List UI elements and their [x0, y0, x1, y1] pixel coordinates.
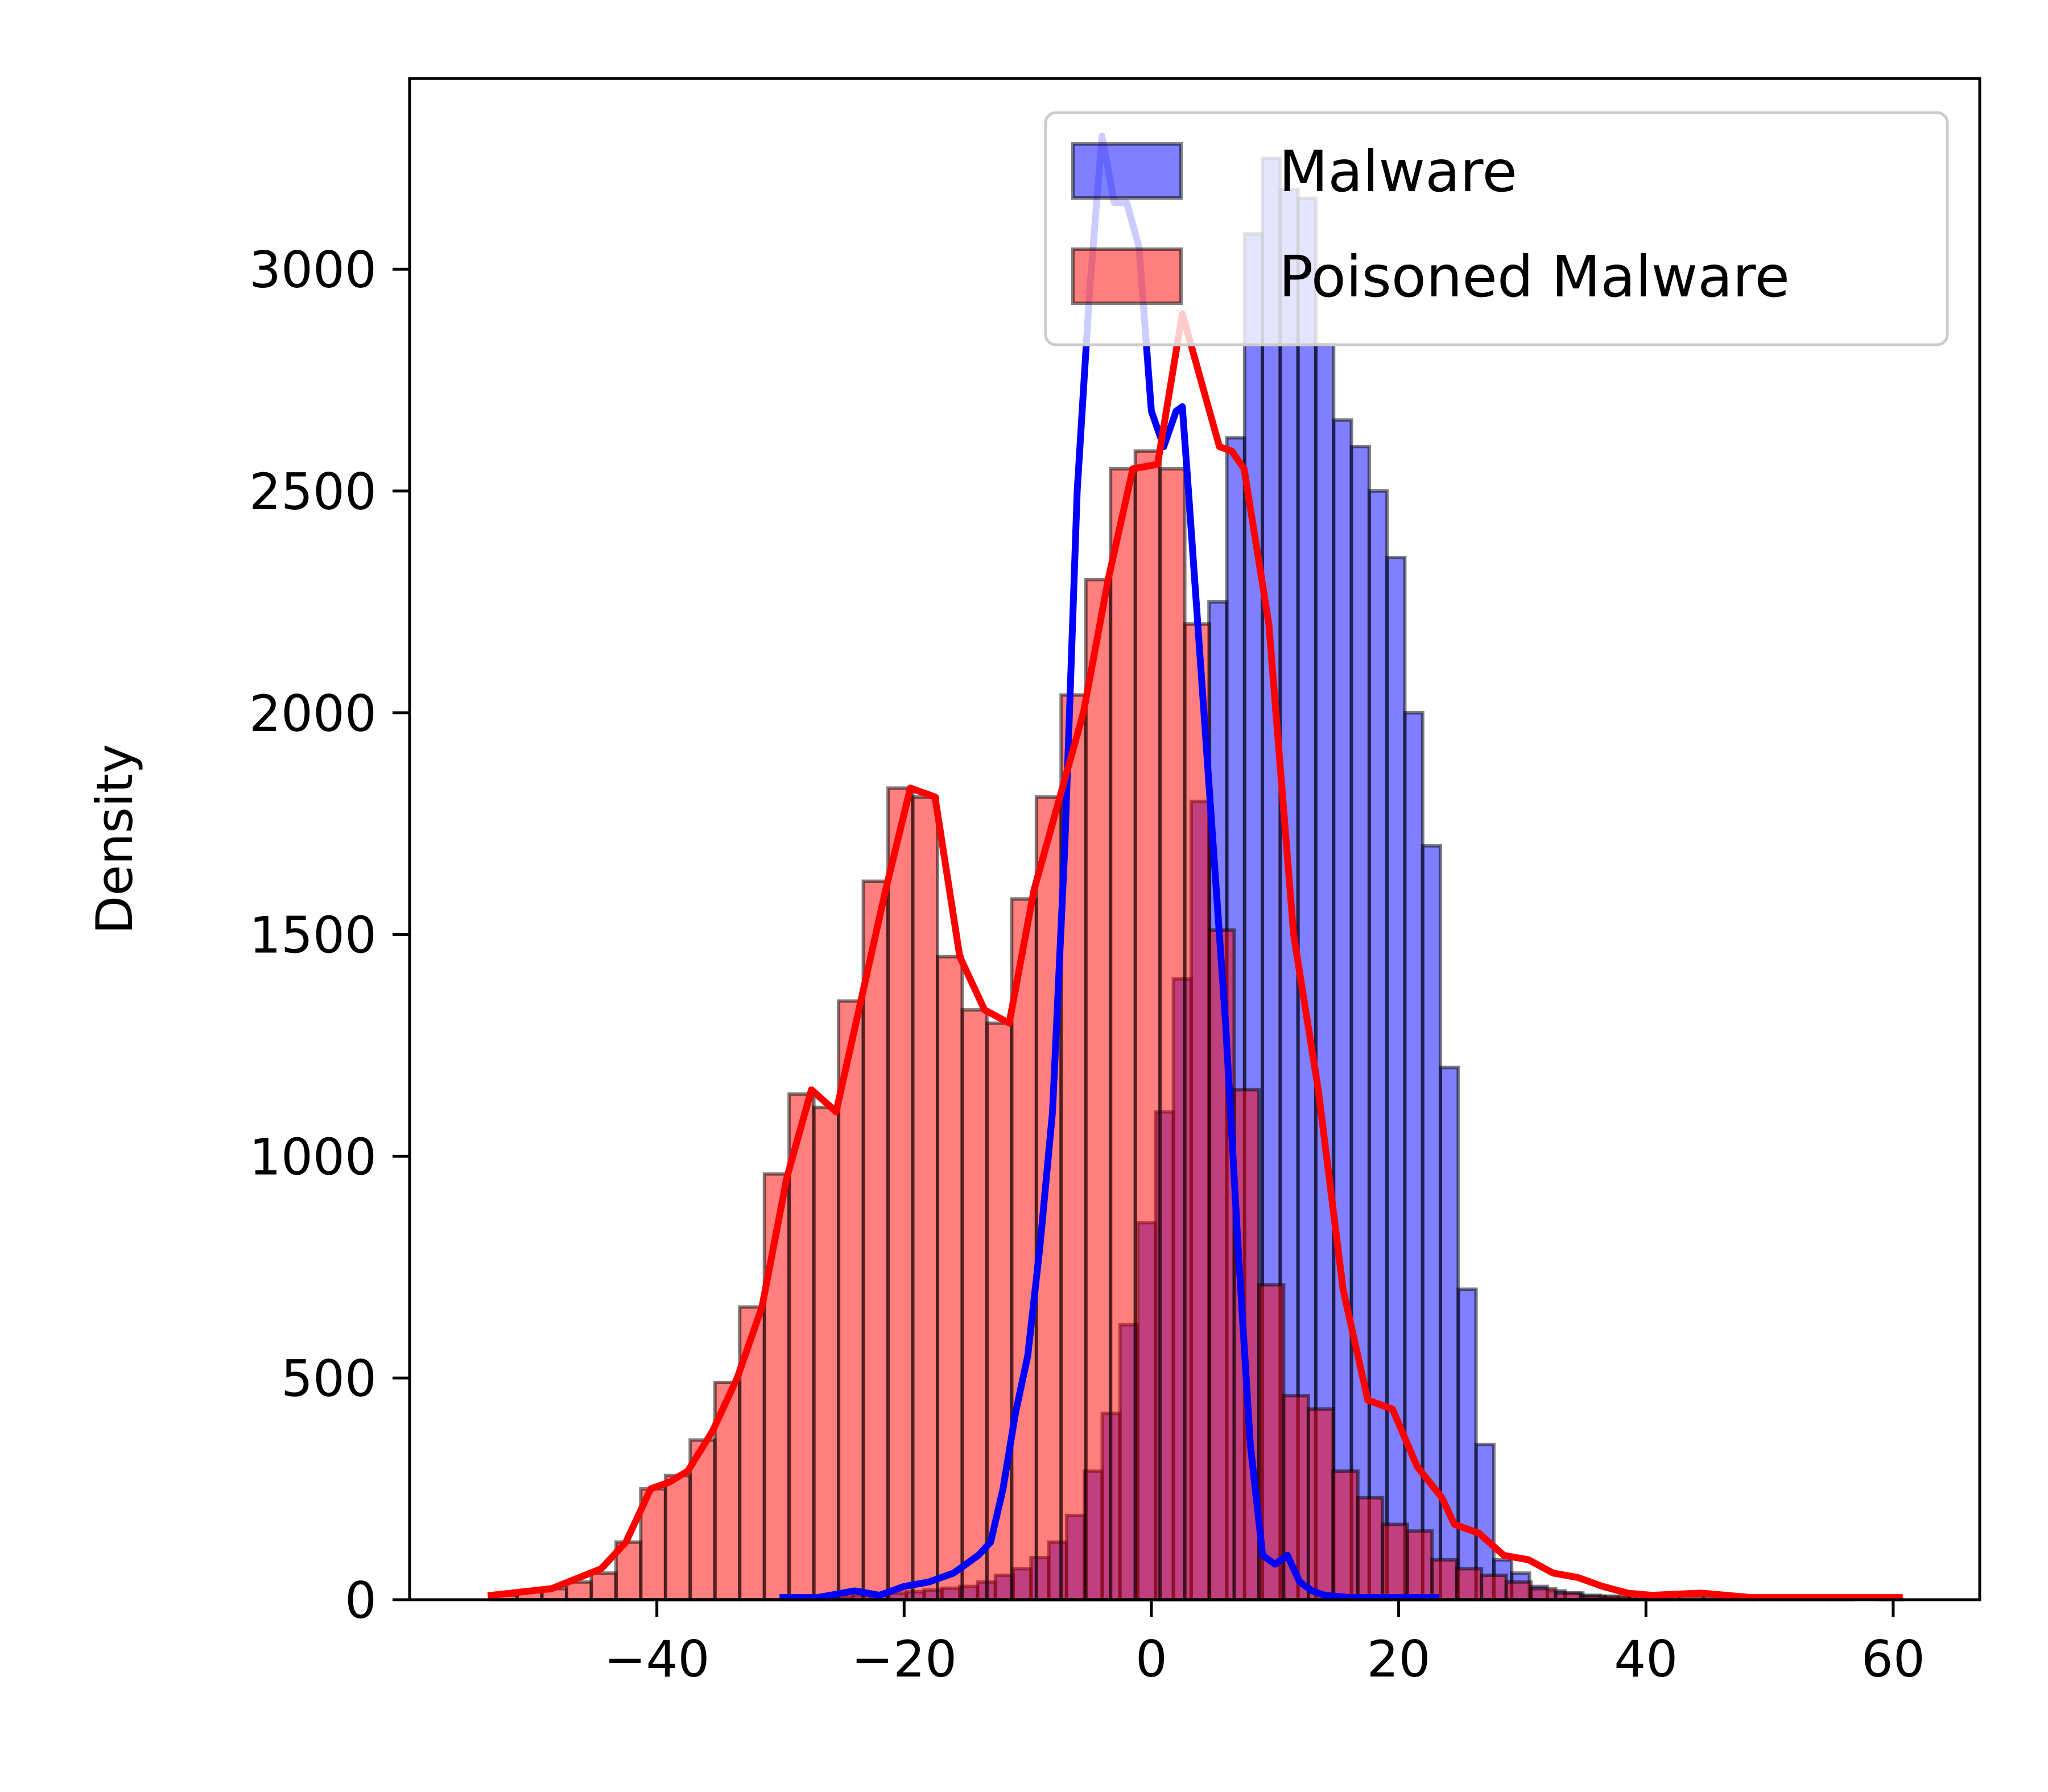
histogram-bar: [1133, 449, 1162, 1601]
histogram-bar: [1405, 1529, 1434, 1602]
axes: −40 −20 0 20 40 60 0 500 1000 1500 2000 2500 3000 Den…: [85, 77, 1981, 1688]
histogram-bar: [1356, 1496, 1385, 1601]
histogram-bar: [1529, 1587, 1558, 1602]
histogram-bar: [1367, 489, 1389, 1601]
histogram-bar: [1183, 622, 1212, 1601]
histogram-bar: [886, 786, 915, 1601]
legend-swatch: [1071, 247, 1183, 305]
x-tick-label: 20: [1367, 1630, 1431, 1688]
y-tick-label: 2500: [249, 463, 377, 521]
y-tick-label: 2000: [249, 684, 377, 743]
histogram-bar: [1385, 555, 1407, 1601]
x-tick-label: 0: [1136, 1630, 1167, 1688]
y-tick-label: 500: [281, 1349, 377, 1408]
legend-swatch: [1071, 142, 1183, 200]
histogram-bar: [1381, 1522, 1409, 1602]
histogram-bar: [1455, 1567, 1484, 1601]
histogram-bar: [812, 1105, 841, 1601]
histogram-bar: [1504, 1580, 1533, 1602]
histogram-bar: [589, 1571, 618, 1602]
histogram-bar: [1084, 577, 1113, 1602]
y-axis-title: Density: [85, 744, 144, 935]
histogram-bar: [1332, 418, 1353, 1602]
legend-box: [1044, 111, 1949, 346]
x-tick-label: −20: [851, 1630, 957, 1688]
histogram-bar: [663, 1473, 692, 1602]
x-tick-label: 40: [1614, 1630, 1678, 1688]
legend-label: Malware: [1279, 138, 1517, 205]
y-tick-label: 1000: [249, 1128, 377, 1186]
plot-frame: [408, 77, 1981, 1601]
histogram-series-1: [490, 449, 1904, 1602]
legend: Malware Poisoned Malware: [1044, 111, 1949, 346]
histogram-bar: [935, 955, 964, 1601]
histogram-bar: [1349, 445, 1371, 1601]
histogram-bar: [960, 1008, 989, 1601]
x-tick-label: −40: [604, 1630, 710, 1688]
x-tick-label: 60: [1861, 1630, 1925, 1688]
histogram-bar: [1430, 1558, 1459, 1601]
histogram-bar: [1034, 795, 1063, 1601]
histogram-bar: [1010, 897, 1038, 1601]
y-tick-label: 0: [345, 1571, 377, 1630]
histogram-bar: [1109, 467, 1137, 1602]
histogram-bar: [1456, 1287, 1478, 1601]
histogram-bar: [1331, 1469, 1360, 1602]
histogram-bar: [1480, 1574, 1508, 1602]
histogram-bar: [787, 1092, 816, 1601]
histogram-bar: [1296, 196, 1318, 1602]
histogram-bar: [911, 795, 939, 1601]
y-tick-label: 1500: [249, 906, 377, 965]
histogram-bar: [861, 880, 890, 1601]
legend-label: Poisoned Malware: [1279, 243, 1790, 310]
y-tick-label: 3000: [249, 241, 377, 299]
histogram-bar: [1306, 1407, 1335, 1601]
histogram-bar: [837, 999, 865, 1601]
histogram-bar: [1158, 467, 1187, 1602]
histogram-bar: [1208, 928, 1236, 1601]
